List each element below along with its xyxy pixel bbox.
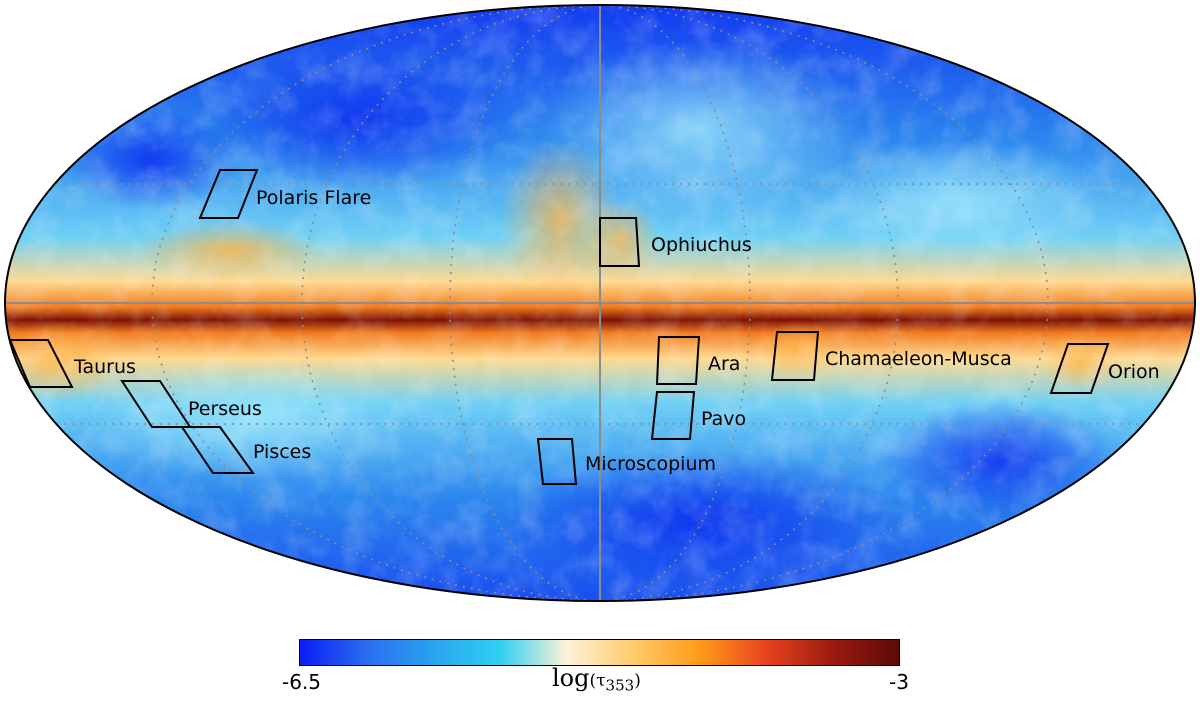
all-sky-dust-map: Polaris Flare Ophiuchus Taurus Perseus P…: [4, 4, 1196, 602]
region-box-polaris-flare: [198, 169, 259, 219]
region-label-taurus: Taurus: [73, 356, 136, 378]
region-label-chamaeleon-musca: Chamaeleon-Musca: [825, 348, 1012, 370]
region-box-chamaeleon-musca: [770, 331, 820, 381]
colorbar: [299, 639, 900, 666]
colorbar-min-label: -6.5: [282, 670, 322, 694]
central-axes: [5, 5, 1195, 601]
region-box-taurus: [8, 339, 74, 388]
map-outline: [4, 4, 1196, 602]
region-label-ophiuchus: Ophiuchus: [651, 234, 752, 256]
region-box-pavo: [650, 391, 696, 440]
region-label-perseus: Perseus: [188, 398, 262, 420]
region-box-microscopium: [536, 438, 578, 485]
colorbar-title: log(τ353): [552, 664, 641, 695]
colorbar-max-label: -3: [889, 670, 909, 694]
region-label-pisces: Pisces: [253, 441, 311, 463]
region-label-microscopium: Microscopium: [585, 453, 716, 475]
region-label-polaris-flare: Polaris Flare: [256, 187, 371, 209]
region-label-pavo: Pavo: [701, 408, 746, 430]
region-box-ara: [655, 336, 701, 385]
region-box-ophiuchus: [599, 217, 641, 267]
region-box-pisces: [180, 426, 255, 474]
region-label-orion: Orion: [1108, 361, 1160, 383]
region-label-ara: Ara: [708, 353, 740, 375]
region-box-orion: [1049, 343, 1110, 394]
